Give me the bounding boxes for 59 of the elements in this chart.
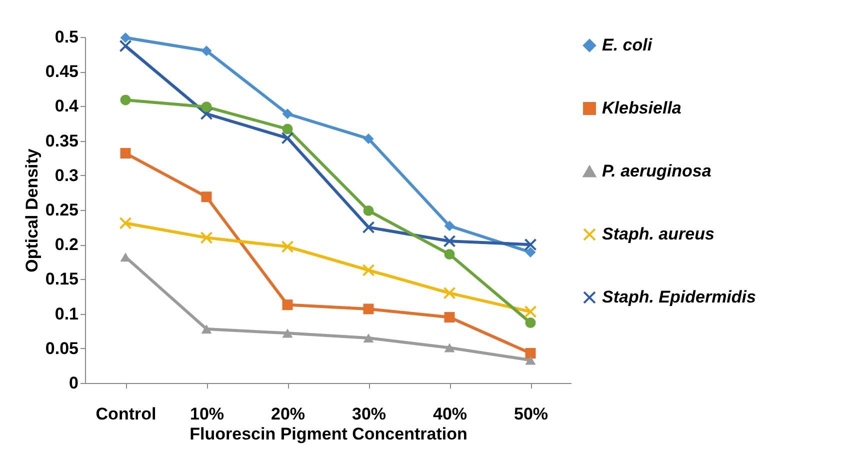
x-tick-label: Control <box>96 404 156 424</box>
point <box>444 220 455 232</box>
legend-label: Staph. Epidermidis <box>602 288 756 306</box>
point <box>201 324 212 334</box>
y-tick-label: 0.05 <box>45 338 78 358</box>
legend-label: P. aeruginosa <box>602 162 712 180</box>
point <box>201 46 212 56</box>
point <box>363 304 374 314</box>
point <box>524 238 537 251</box>
point <box>443 234 456 248</box>
point <box>363 133 374 144</box>
point <box>362 221 375 234</box>
point <box>444 312 455 323</box>
point <box>444 249 455 260</box>
y-tick-label: 0.4 <box>54 96 80 116</box>
legend-label: E. coli <box>602 36 654 54</box>
x-tick-label: 10% <box>190 404 224 424</box>
point <box>119 40 132 52</box>
legend-label: Staph. aureus <box>602 224 714 244</box>
point <box>201 102 212 112</box>
point <box>200 231 213 244</box>
legend-label: Klebsiella <box>602 98 682 118</box>
point <box>524 305 537 318</box>
y-tick-label: 0.15 <box>45 270 78 289</box>
x-tick-label: 50% <box>514 404 548 424</box>
y-tick-label: 0.25 <box>45 200 78 220</box>
y-axis-title: Optical Density <box>22 148 42 272</box>
x-tick-label: 30% <box>352 404 386 424</box>
point <box>525 356 536 365</box>
point <box>281 240 294 253</box>
y-tick-label: 0 <box>69 374 78 392</box>
point <box>120 94 131 106</box>
y-tick-label: 0.5 <box>54 28 78 46</box>
y-tick-label: 0.35 <box>45 131 78 150</box>
point <box>443 286 456 300</box>
y-tick-label: 0.3 <box>54 166 78 185</box>
y-tick-label: 0.2 <box>54 235 78 254</box>
point <box>525 246 536 258</box>
point <box>363 205 374 216</box>
point <box>282 328 293 338</box>
point <box>200 108 213 120</box>
point <box>120 32 131 43</box>
point <box>444 343 455 352</box>
y-tick-label: 0.45 <box>45 62 78 82</box>
point <box>201 192 212 202</box>
point <box>525 348 536 358</box>
x-axis-title: Fluorescin Pigment Concentration <box>190 424 468 444</box>
point <box>282 124 293 134</box>
point <box>362 264 375 276</box>
point <box>281 132 294 144</box>
point <box>120 148 131 158</box>
point <box>119 216 132 230</box>
point <box>282 300 293 310</box>
x-tick-label: 20% <box>270 404 306 424</box>
point <box>525 318 536 328</box>
x-tick-label: 40% <box>432 404 468 424</box>
point <box>282 108 293 120</box>
y-tick-label: 0.1 <box>54 304 78 324</box>
point <box>363 333 374 343</box>
